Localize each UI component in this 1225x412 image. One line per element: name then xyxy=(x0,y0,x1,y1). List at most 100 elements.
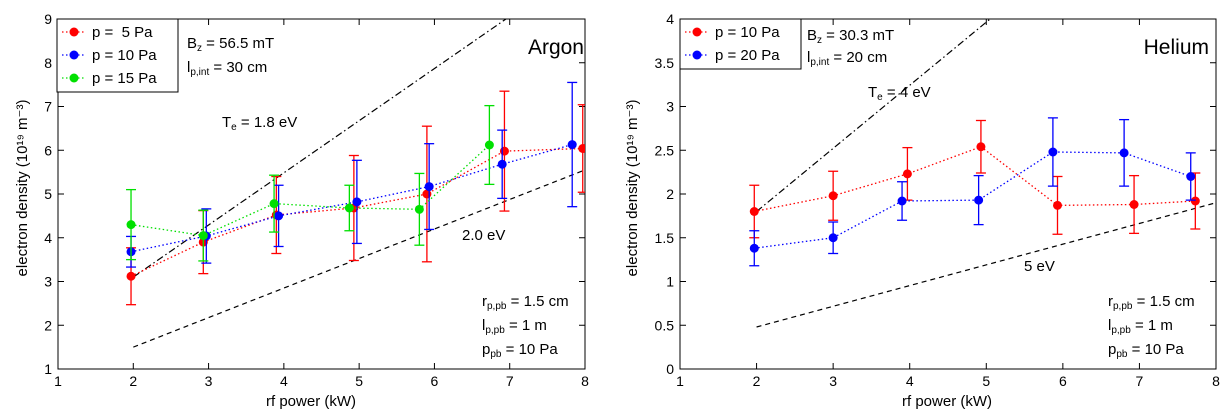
helium-x-axis-label: rf power (kW) xyxy=(902,393,992,410)
helium-ppb-annotation: ppb = 10 Pa xyxy=(1108,341,1184,360)
argon-x-tick-label-3: 4 xyxy=(280,373,288,389)
svg-text:p = 10 Pa: p = 10 Pa xyxy=(715,24,780,41)
helium-x-tick-label-7: 8 xyxy=(1212,373,1220,389)
helium-series-0-point-0 xyxy=(749,207,759,216)
argon-series-2 xyxy=(126,104,495,262)
helium-x-tick-label-5: 6 xyxy=(1059,373,1067,389)
helium-series-1-point-3 xyxy=(974,195,984,205)
argon-y-tick-label-5: 6 xyxy=(44,142,52,158)
argon-ppb-annotation: ppb = 10 Pa xyxy=(482,341,558,360)
helium-chart: 1 2 3 4 5 6 7 8 0 0.5 1 1.5 2 2.5 3 3.5 4 electron densi… xyxy=(624,11,1220,410)
helium-y-tick-label-2: 1 xyxy=(666,274,674,290)
argon-te-line-label: Te = 1.8 eV xyxy=(222,114,297,133)
argon-series-2-point-1 xyxy=(198,231,208,241)
argon-x-tick-label-7: 8 xyxy=(581,373,589,389)
helium-legend: p = 10 Pa p = 20 Pa xyxy=(679,18,802,70)
helium-rppb-annotation: rp,pb = 1.5 cm xyxy=(1108,293,1195,312)
helium-x-tick-label-1: 2 xyxy=(753,373,761,389)
helium-title: Helium xyxy=(1144,36,1209,59)
helium-reference-line-1 xyxy=(756,202,1216,328)
argon-series-1-point-6 xyxy=(567,140,577,150)
argon-x-tick-label-4: 5 xyxy=(355,373,363,389)
helium-series-1-point-1 xyxy=(828,233,838,243)
argon-y-tick-label-8: 9 xyxy=(44,11,52,27)
helium-y-tick-label-6: 3 xyxy=(666,99,674,115)
argon-series-1-point-4 xyxy=(424,182,434,192)
argon-series-2-point-5 xyxy=(484,140,494,150)
argon-y-tick-label-1: 2 xyxy=(44,317,52,333)
helium-series-1-point-4 xyxy=(1048,147,1058,157)
argon-series-2-point-0 xyxy=(126,220,136,230)
helium-y-tick-label-3: 1.5 xyxy=(655,230,675,246)
argon-plot-area: 1 2 3 4 5 6 7 8 1 2 3 4 5 6 7 8 9 xyxy=(44,11,589,389)
argon-x-tick-label-0: 1 xyxy=(54,373,62,389)
helium-lpint-annotation: lp,int = 20 cm xyxy=(807,49,887,68)
helium-5ev-line-label: 5 eV xyxy=(1024,258,1055,275)
helium-y-tick-label-7: 3.5 xyxy=(655,55,675,71)
argon-series-0-point-5 xyxy=(499,146,509,156)
argon-y-tick-label-2: 3 xyxy=(44,274,52,290)
helium-series-0-point-3 xyxy=(976,142,986,152)
argon-y-tick-label-6: 7 xyxy=(44,99,52,115)
helium-series-1-line xyxy=(754,151,1191,249)
helium-lppb-annotation: lp,pb = 1 m xyxy=(1108,317,1173,336)
argon-series-1-point-5 xyxy=(497,159,507,169)
helium-y-tick-label-4: 2 xyxy=(666,186,674,202)
argon-series-2-line xyxy=(130,144,490,237)
helium-te-line-label: Te = 4 eV xyxy=(868,84,931,103)
argon-2ev-line-label: 2.0 eV xyxy=(462,227,505,244)
helium-x-tick-label-3: 4 xyxy=(906,373,914,389)
argon-lppb-annotation: lp,pb = 1 m xyxy=(482,317,547,336)
helium-x-tick-label-6: 7 xyxy=(1136,373,1144,389)
helium-series-0-point-6 xyxy=(1190,196,1200,206)
argon-legend-item-15pa: p = 15 Pa xyxy=(62,70,157,87)
helium-series-0-point-4 xyxy=(1052,200,1062,210)
helium-series-0-point-5 xyxy=(1129,200,1139,209)
argon-x-axis-label: rf power (kW) xyxy=(266,393,356,410)
helium-x-tick-label-4: 5 xyxy=(982,373,990,389)
argon-x-tick-label-5: 6 xyxy=(431,373,439,389)
helium-series-1-point-2 xyxy=(897,196,907,206)
argon-series-2-point-2 xyxy=(269,199,279,209)
argon-chart: 1 2 3 4 5 6 7 8 1 2 3 4 5 6 7 8 9 electron density (10¹⁹… xyxy=(14,11,589,410)
helium-legend-box xyxy=(679,18,802,70)
argon-series-2-point-3 xyxy=(344,203,354,213)
argon-series-0-point-6 xyxy=(578,144,585,153)
svg-text:p = 10 Pa: p = 10 Pa xyxy=(92,47,157,64)
helium-series-0-point-1 xyxy=(828,191,838,201)
argon-series-1-point-2 xyxy=(274,211,284,221)
argon-lpint-annotation: lp,int = 30 cm xyxy=(187,59,267,78)
helium-bz-annotation: Bz = 30.3 mT xyxy=(807,27,894,46)
argon-bz-annotation: Bz = 56.5 mT xyxy=(187,35,274,54)
helium-series-1-point-5 xyxy=(1119,148,1129,158)
argon-y-tick-label-3: 4 xyxy=(44,230,52,246)
helium-series-0 xyxy=(749,119,1201,239)
argon-x-tick-label-1: 2 xyxy=(129,373,137,389)
svg-text:p = 20 Pa: p = 20 Pa xyxy=(715,47,780,64)
svg-text:p = 15 Pa: p = 15 Pa xyxy=(92,70,157,87)
argon-legend-item-5pa: p = 5 Pa xyxy=(62,24,153,41)
helium-y-tick-label-1: 0.5 xyxy=(655,317,675,333)
argon-reference-line-0 xyxy=(132,19,507,278)
helium-series-0-point-2 xyxy=(902,169,912,179)
helium-plot-area: 1 2 3 4 5 6 7 8 0 0.5 1 1.5 2 2.5 3 3.5 4 xyxy=(655,11,1221,389)
helium-x-tick-label-0: 1 xyxy=(676,373,684,389)
helium-y-tick-label-8: 4 xyxy=(666,11,674,27)
argon-series-0-point-0 xyxy=(126,271,136,281)
argon-series-1 xyxy=(126,81,578,268)
argon-series-2-point-4 xyxy=(414,204,424,214)
argon-y-tick-label-7: 8 xyxy=(44,55,52,71)
argon-y-axis-label: electron density (10¹⁹ m⁻³) xyxy=(14,100,31,277)
helium-y-tick-label-5: 2.5 xyxy=(655,142,675,158)
helium-x-tick-label-2: 3 xyxy=(829,373,837,389)
helium-reference-line-0 xyxy=(756,19,991,212)
argon-rppb-annotation: rp,pb = 1.5 cm xyxy=(482,293,569,312)
svg-text:p = 5 Pa: p = 5 Pa xyxy=(92,24,153,41)
argon-legend-item-10pa: p = 10 Pa xyxy=(62,47,157,64)
argon-series-1-point-3 xyxy=(352,197,362,207)
helium-y-tick-label-0: 0 xyxy=(666,361,674,377)
argon-legend: p = 5 Pa p = 10 Pa p = 15 Pa xyxy=(56,18,179,93)
helium-series-1-point-0 xyxy=(749,243,759,253)
argon-title: Argon xyxy=(528,36,584,59)
